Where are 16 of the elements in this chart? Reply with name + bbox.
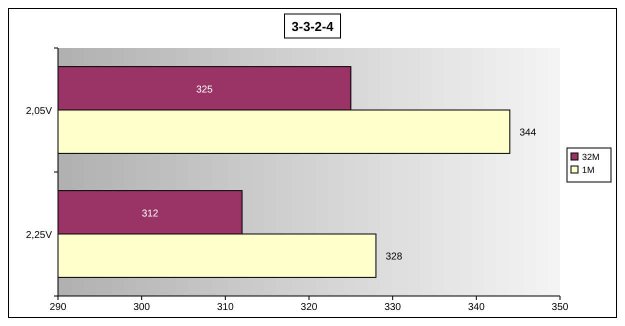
legend-label: 32M xyxy=(582,152,600,162)
data-label: 344 xyxy=(519,128,537,139)
data-label: 312 xyxy=(142,208,159,220)
legend-label: 1M xyxy=(582,165,595,175)
x-tick-label: 320 xyxy=(300,302,318,313)
y-tick-label: 2,25V xyxy=(26,230,52,241)
x-tick-label: 310 xyxy=(216,302,234,313)
x-tick-label: 300 xyxy=(133,302,150,313)
x-tick-label: 290 xyxy=(50,302,67,313)
x-tick-label: 330 xyxy=(384,302,402,313)
data-label: 325 xyxy=(196,84,214,96)
x-tick-label: 350 xyxy=(552,302,569,313)
x-tick-label: 340 xyxy=(468,302,486,313)
y-tick-label: 2,05V xyxy=(26,106,52,117)
chart-title: 3-3-2-4 xyxy=(292,19,334,34)
data-label: 328 xyxy=(386,252,403,263)
